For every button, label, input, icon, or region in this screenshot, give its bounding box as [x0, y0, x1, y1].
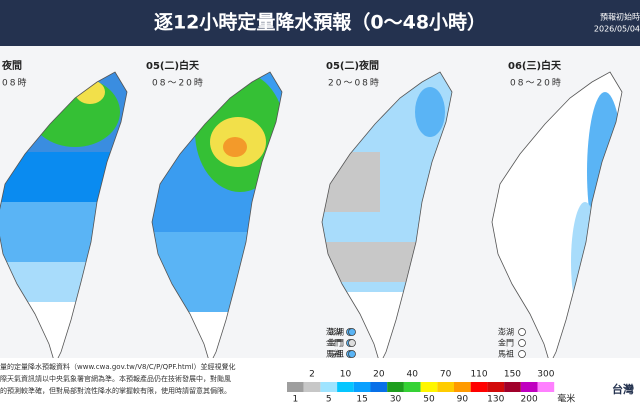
island-dot: [518, 339, 526, 347]
legend-label: 40: [407, 370, 419, 380]
legend-swatch: [470, 382, 488, 392]
note: 的預測較準確，但對局部對流性降水的掌握較有限，使用時請留意其侷限。: [0, 386, 231, 395]
island-dot: [348, 350, 356, 358]
legend-swatch: [454, 382, 471, 392]
legend-label: 15: [356, 395, 367, 405]
legend-swatch: [353, 382, 371, 392]
legend-unit: 毫米: [557, 393, 575, 405]
island-label: 澎湖: [498, 327, 514, 337]
panel-time: 08～20時: [152, 78, 205, 89]
island-label: 澎湖: [326, 327, 342, 337]
panel-label: 06(三)白天: [508, 59, 562, 72]
island-label: 馬祖: [498, 349, 514, 359]
legend-label: 110: [470, 370, 487, 380]
legend-label: 5: [326, 395, 332, 405]
island-label: 澎湖: [328, 327, 344, 337]
legend-label: 90: [457, 395, 469, 405]
legend-swatch: [370, 382, 388, 392]
island-label: 馬祖: [328, 349, 344, 359]
island-label: 金門: [326, 338, 342, 348]
island-label: 馬祖: [326, 349, 342, 359]
legend-label: 2: [309, 370, 315, 380]
legend-swatch: [520, 382, 538, 392]
island-label: 金門: [328, 338, 344, 348]
legend-swatch: [487, 382, 505, 392]
legend-swatch: [504, 382, 521, 392]
legend-label: 70: [440, 370, 452, 380]
legend-label: 300: [537, 370, 554, 380]
note: 際天氣資訊請以中央氣象署官網為準。本預報產品仍在技術發展中，對颱風: [0, 374, 231, 383]
legend-label: 50: [423, 395, 435, 405]
legend-label: 10: [340, 370, 352, 380]
title-bar: [0, 0, 640, 46]
island-dot: [348, 328, 356, 336]
legend-label: 200: [521, 395, 538, 405]
legend-label: 1: [292, 395, 298, 405]
note: 量的定量降水預報資料（www.cwa.gov.tw/V8/C/P/QPF.htm…: [0, 362, 235, 371]
legend-swatch: [437, 382, 454, 392]
legend-swatch: [303, 382, 321, 392]
legend-swatch: [287, 382, 304, 392]
island-label: 金門: [498, 338, 514, 348]
legend-swatch: [387, 382, 404, 392]
title: 逐12小時定量降水預報（0～48小時）: [154, 11, 486, 34]
panel-time: 20～08時: [328, 78, 381, 89]
panel-label: 05(二)白天: [146, 59, 200, 72]
legend-swatch: [403, 382, 421, 392]
legend-label: 130: [487, 395, 504, 405]
issue-time: 2026/05/04: [594, 25, 640, 34]
legend-label: 30: [390, 395, 402, 405]
footer: [0, 358, 640, 405]
legend-swatch: [537, 382, 555, 392]
panel-time: 08時: [2, 78, 28, 89]
issue-label: 預報初始時: [600, 12, 640, 22]
legend-swatch: [320, 382, 338, 392]
island-dot: [348, 339, 356, 347]
logo: 台灣: [612, 382, 634, 396]
island-dot: [518, 350, 526, 358]
panel-label: 05(二)夜間: [326, 59, 379, 72]
legend-swatch: [420, 382, 438, 392]
legend-swatch: [337, 382, 354, 392]
panel-time: 08～20時: [510, 78, 563, 89]
panel-label: 夜間: [1, 59, 22, 72]
legend-label: 150: [504, 370, 521, 380]
legend-label: 20: [373, 370, 385, 380]
island-dot: [518, 328, 526, 336]
